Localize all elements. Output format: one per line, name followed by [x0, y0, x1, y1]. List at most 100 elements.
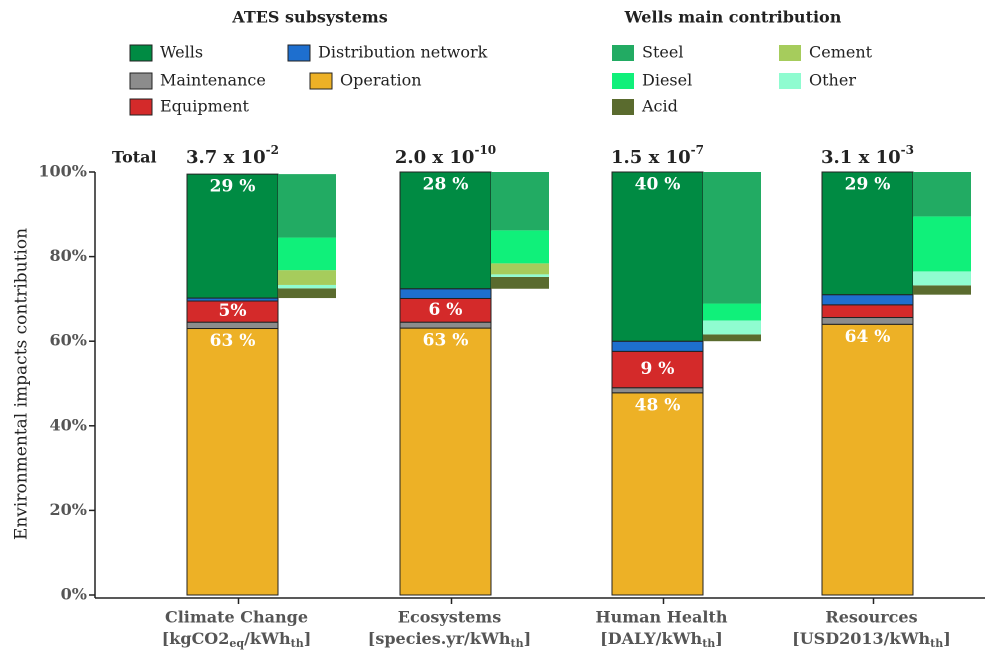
unit-part: [USD2013/kWh [792, 629, 930, 648]
legend-label: Steel [642, 43, 683, 62]
breakdown-segment [491, 276, 549, 289]
unit-part: th [291, 637, 304, 650]
bar-segment [611, 350, 704, 389]
breakdown-segment [703, 320, 761, 335]
breakdown-segment [278, 174, 336, 238]
breakdown-segment [703, 303, 761, 321]
breakdown-segment [491, 263, 549, 275]
breakdown-segment [703, 172, 761, 304]
legend-label: Wells [160, 43, 203, 62]
bar-segment [399, 288, 492, 299]
total-base: 1.5 x 10 [611, 147, 691, 168]
unit-part: [species.yr/kWh [368, 629, 511, 648]
bar-segment [821, 171, 914, 296]
breakdown-segment [278, 288, 336, 299]
total-exponent: -2 [266, 143, 279, 157]
total-exponent: -7 [691, 143, 704, 157]
bar-segment [821, 304, 914, 319]
value-label: 29 % [845, 175, 891, 195]
value-label: 64 % [845, 327, 891, 347]
total-base: 2.0 x 10 [395, 147, 475, 168]
y-axis-label: Environmental impacts contribution [12, 228, 32, 540]
x-tick-unit: [DALY/kWhth] [600, 629, 723, 651]
unit-part: ] [715, 629, 723, 648]
total: 3.7 x 10-2 [186, 143, 279, 169]
legend-label: Cement [809, 43, 873, 62]
bar-segment [611, 340, 704, 352]
bar-segment [186, 321, 279, 330]
value-label: 63 % [423, 331, 469, 351]
value-label: 5% [219, 301, 247, 321]
x-tick-unit: [kgCO2eq/kWhth] [162, 629, 312, 651]
y-tick-label: 20% [50, 500, 87, 519]
x-tick-unit: [USD2013/kWhth] [792, 629, 951, 651]
total: 2.0 x 10-10 [395, 143, 496, 169]
legend-swatch [779, 73, 801, 89]
breakdown-segment [278, 237, 336, 271]
x-tick-label: Resources [825, 608, 917, 627]
legend-swatch [612, 73, 634, 89]
total-label: Total [112, 148, 157, 167]
breakdown-segment [913, 271, 971, 286]
total: 1.5 x 10-7 [611, 143, 704, 169]
legend-swatch [287, 44, 311, 62]
legend-swatch [309, 72, 333, 90]
unit-part: th [702, 637, 715, 650]
total-base: 3.7 x 10 [186, 147, 266, 168]
legend-swatch [779, 45, 801, 61]
bar-segment [399, 321, 492, 329]
total-base: 3.1 x 10 [821, 147, 901, 168]
legend-title: Wells main contribution [624, 8, 842, 27]
bar-segment [399, 327, 492, 596]
x-tick-unit: [species.yr/kWhth] [368, 629, 531, 651]
total-exponent: -3 [901, 143, 914, 157]
value-label: 29 % [210, 177, 256, 197]
breakdown-segment [913, 285, 971, 295]
y-tick-label: 0% [61, 585, 87, 604]
bar-segment [821, 294, 914, 306]
value-label: 48 % [635, 395, 681, 415]
legend-title: ATES subsystems [231, 8, 387, 27]
legend-label: Maintenance [160, 71, 266, 90]
legend-label: Operation [340, 71, 422, 90]
value-label: 28 % [423, 175, 469, 195]
legend-label: Equipment [160, 97, 250, 116]
total-exponent: -10 [474, 143, 496, 157]
bar-segment [611, 171, 704, 342]
legend-swatch [129, 72, 153, 90]
unit-part: /kWh [244, 629, 291, 648]
total: 3.1 x 10-3 [821, 143, 914, 169]
unit-part: eq [229, 637, 244, 650]
unit-part: [kgCO2 [162, 629, 230, 648]
breakdown-segment [278, 284, 336, 289]
legend-swatch [129, 44, 153, 62]
breakdown-segment [491, 230, 549, 264]
breakdown-segment [913, 172, 971, 217]
y-tick-label: 80% [50, 246, 87, 265]
breakdown-segment [913, 216, 971, 272]
bar-segment [611, 387, 704, 394]
legend-label: Distribution network [318, 43, 488, 62]
unit-part: ] [943, 629, 951, 648]
bar-segment [611, 392, 704, 596]
unit-part: th [511, 637, 524, 650]
bar-segment [186, 173, 279, 299]
breakdown-segment [491, 172, 549, 231]
breakdown-segment [491, 274, 549, 277]
value-label: 63 % [210, 331, 256, 351]
value-label: 6 % [429, 300, 463, 320]
bar-segment [399, 171, 492, 290]
bar-segment [821, 317, 914, 325]
legend-swatch [612, 99, 634, 115]
legend-swatch [612, 45, 634, 61]
bar-segment [821, 323, 914, 596]
breakdown-segment [703, 334, 761, 342]
bar-segment [186, 328, 279, 596]
value-label: 9 % [641, 359, 675, 379]
legend-label: Other [809, 71, 856, 90]
legend-label: Acid [641, 97, 678, 116]
y-tick-label: 100% [38, 162, 87, 181]
legend-swatch [129, 98, 153, 116]
unit-part: ] [304, 629, 312, 648]
